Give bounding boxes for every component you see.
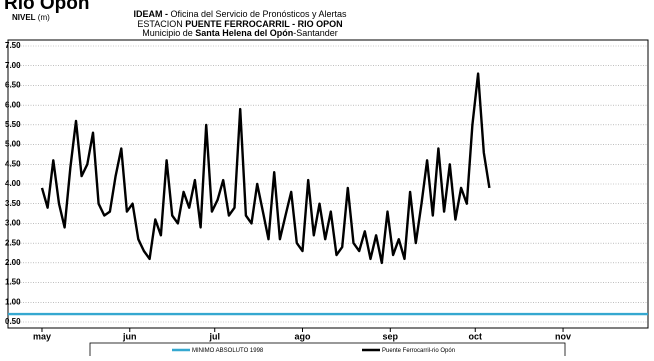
header-part: ESTACION [137,19,185,29]
header-line: Municipio de Santa Helena del Opón-Santa… [142,28,338,38]
x-tick-label: oct [469,331,483,341]
x-tick-label: jun [122,331,137,341]
y-tick-label: 7.00 [5,61,21,70]
header-part: Santa Helena del Opón [195,28,293,38]
x-tick-label: jul [208,331,220,341]
header-part: PUENTE FERROCARRIL - RIO OPON [185,19,342,29]
header-part: -Santander [293,28,338,38]
y-tick-label: 7.50 [5,41,21,50]
y-tick-label: 2.50 [5,238,21,247]
y-tick-label: 1.00 [5,297,21,306]
series-line [40,72,491,265]
header-line: IDEAM - Oficina del Servicio de Pronósti… [133,9,347,19]
y-tick-label: 3.00 [5,219,21,228]
y-label: NIVEL [12,13,36,22]
legend-box [89,342,566,358]
chart-title: Río Opón [4,0,89,14]
header-part: Municipio de [142,28,195,38]
y-tick-label: 4.50 [5,159,21,168]
x-tick-label: may [33,331,51,341]
y-tick-label: 0.50 [5,317,21,326]
y-axis-label: NIVEL (m) [12,13,50,22]
y-tick-label: 6.00 [5,100,21,109]
x-tick-label: ago [295,331,312,341]
legend-label: Puente Ferrocarril-rio Opón [382,348,455,354]
y-tick-label: 5.00 [5,140,21,149]
header-part: IDEAM - [133,9,170,19]
y-unit: (m) [38,13,50,22]
y-tick-label: 1.50 [5,278,21,287]
y-tick-label: 4.00 [5,179,21,188]
y-tick-label: 3.50 [5,199,21,208]
y-tick-label: 6.50 [5,81,21,90]
header-line: ESTACION PUENTE FERROCARRIL - RIO OPON [137,19,342,29]
y-tick-label: 5.50 [5,120,21,129]
legend-label: MINIMO ABSOLUTO 1998 [192,348,264,354]
header-part: Oficina del Servicio de Pronósticos y Al… [170,9,347,19]
x-tick-label: nov [555,331,571,341]
x-tick-label: sep [383,331,399,341]
y-tick-label: 2.00 [5,258,21,267]
